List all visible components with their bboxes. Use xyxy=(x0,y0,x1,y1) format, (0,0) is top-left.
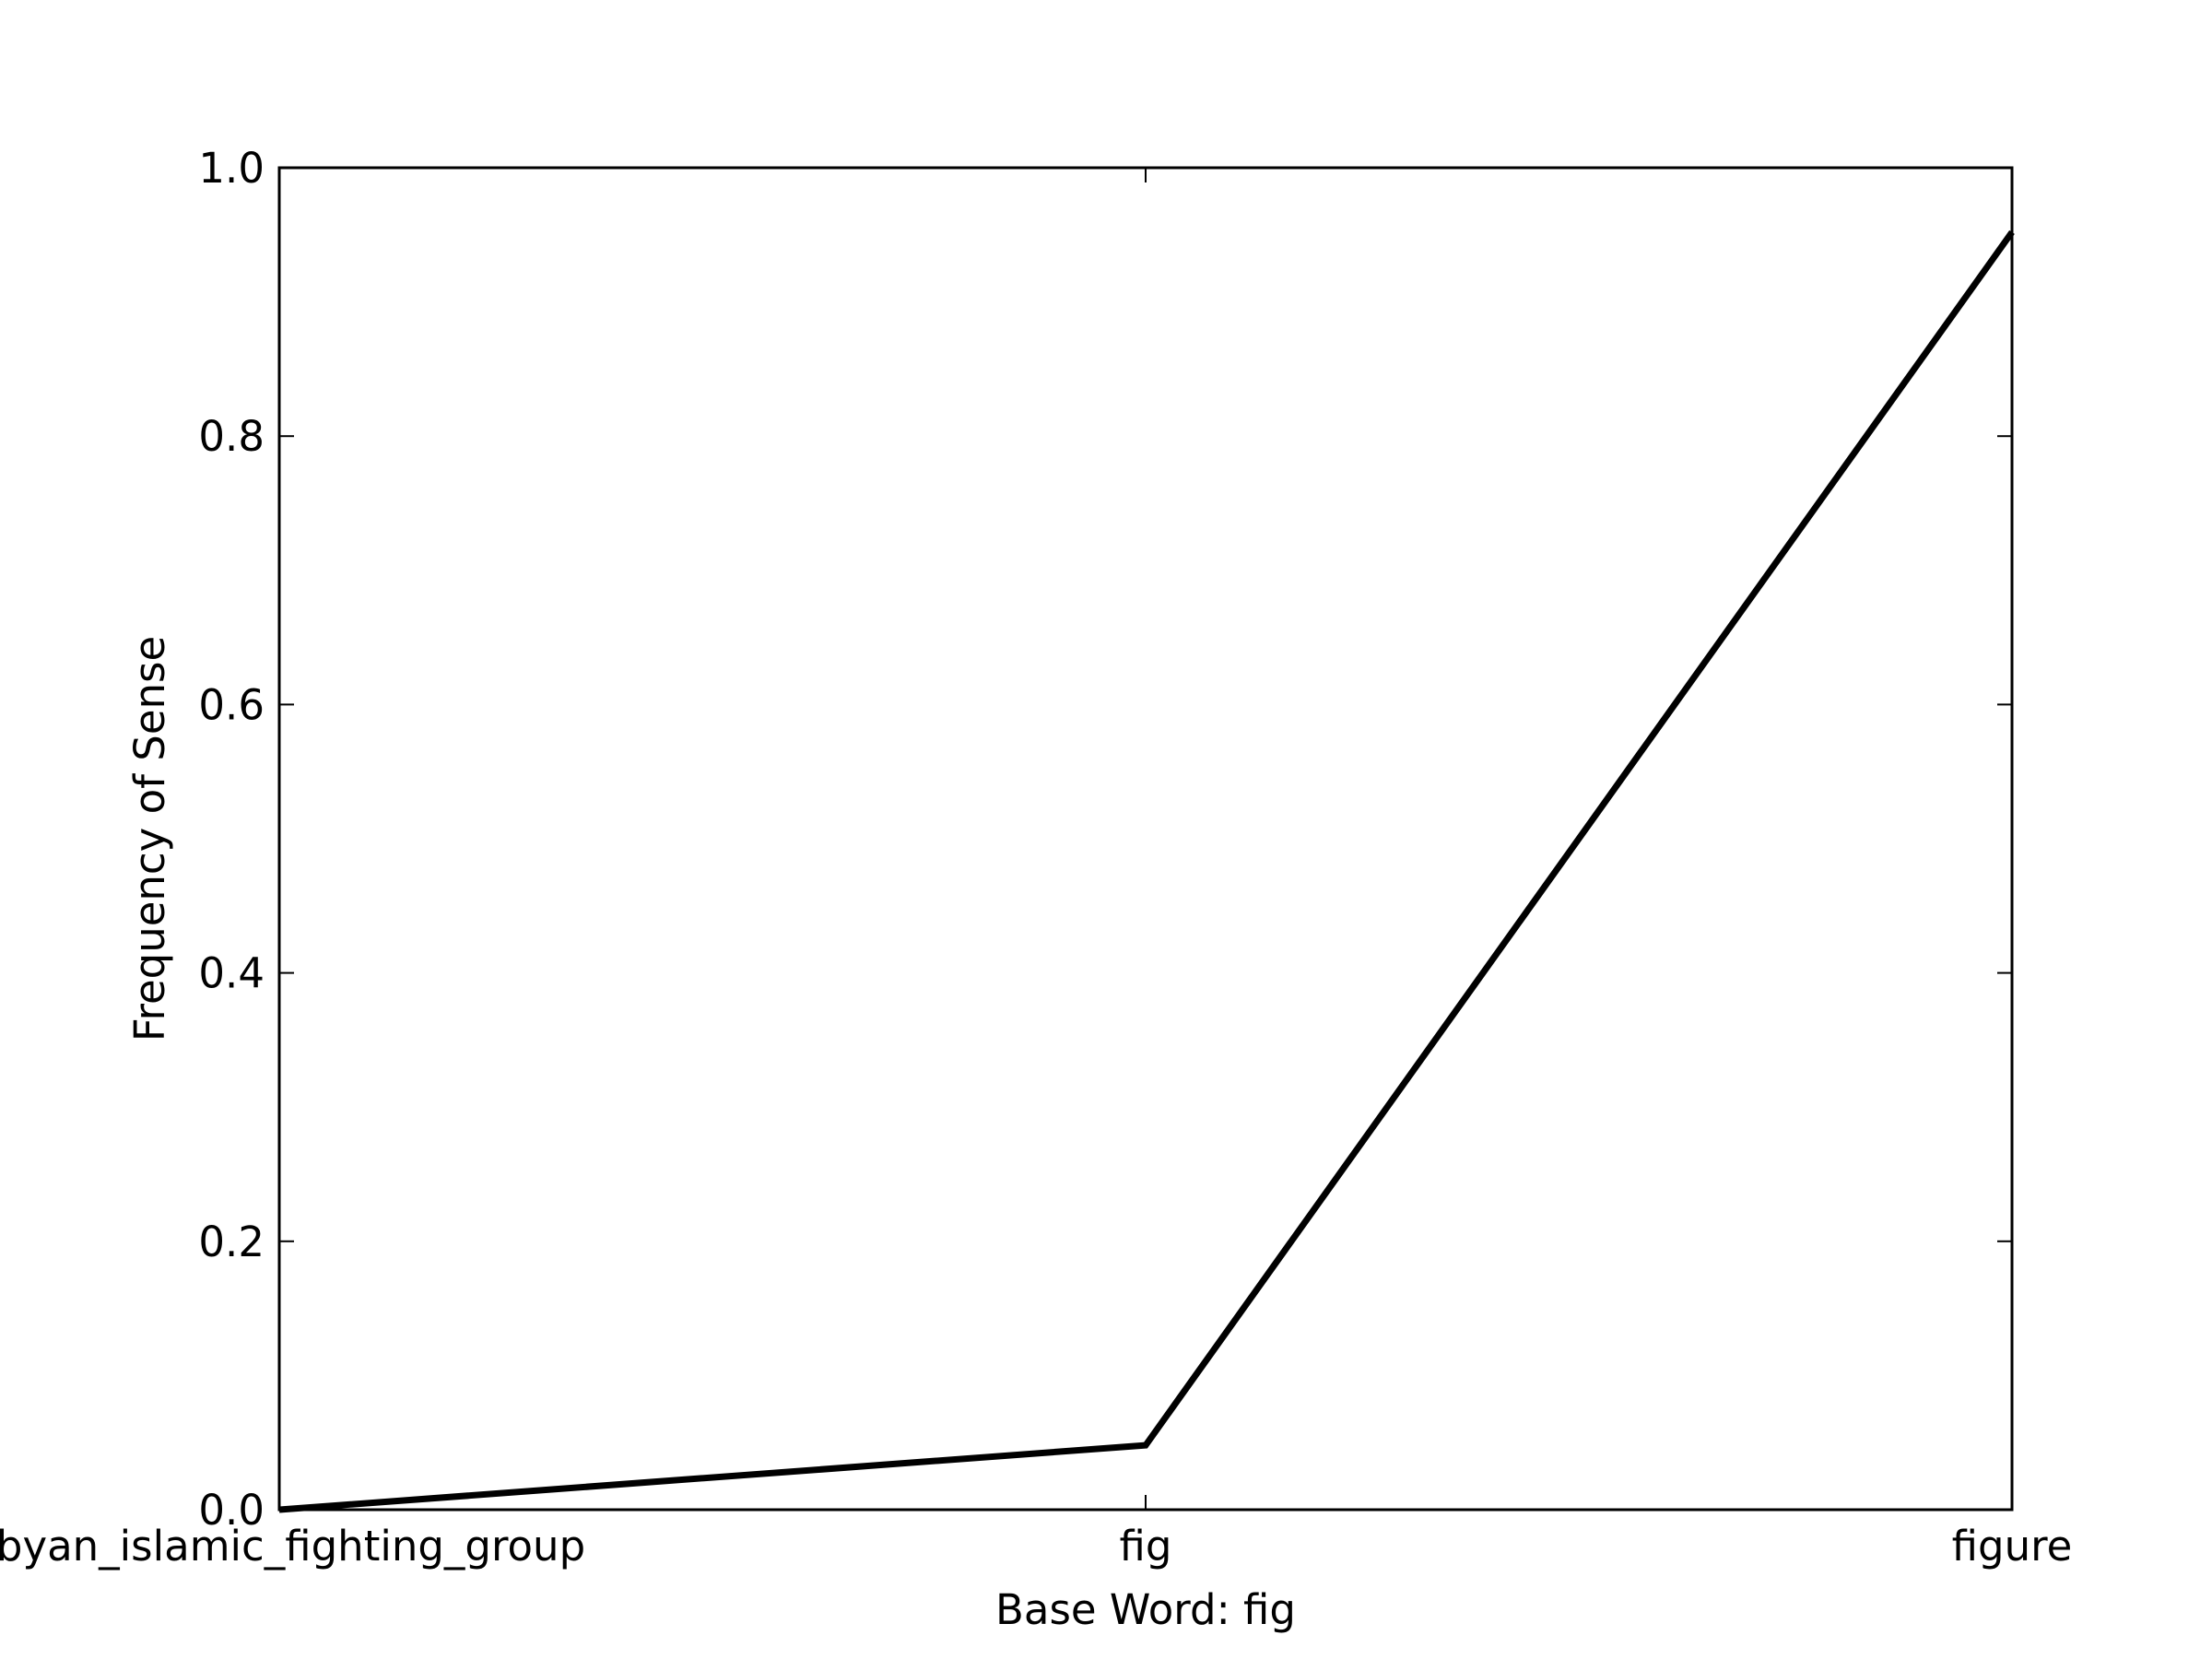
plot-frame xyxy=(277,166,2014,1512)
x-tick-label-1: fig xyxy=(1120,1522,1172,1571)
y-tick-label-4: 0.8 xyxy=(198,412,265,461)
x-tick-label-2: figure xyxy=(1952,1522,2073,1571)
y-tick-label-0: 0.0 xyxy=(198,1486,265,1535)
series-line-0 xyxy=(278,229,2015,1513)
x-axis-label: Base Word: fig xyxy=(995,1585,1296,1634)
plot-area xyxy=(279,168,2012,1510)
x-tick-label-0: libyan_islamic_fighting_group xyxy=(0,1522,585,1571)
y-tick-label-1: 0.2 xyxy=(198,1218,265,1266)
y-tick-label-5: 1.0 xyxy=(198,144,265,193)
y-axis-label: Frequency of Sense xyxy=(125,636,174,1041)
y-tick-label-2: 0.4 xyxy=(198,949,265,998)
y-tick-label-3: 0.6 xyxy=(198,680,265,729)
